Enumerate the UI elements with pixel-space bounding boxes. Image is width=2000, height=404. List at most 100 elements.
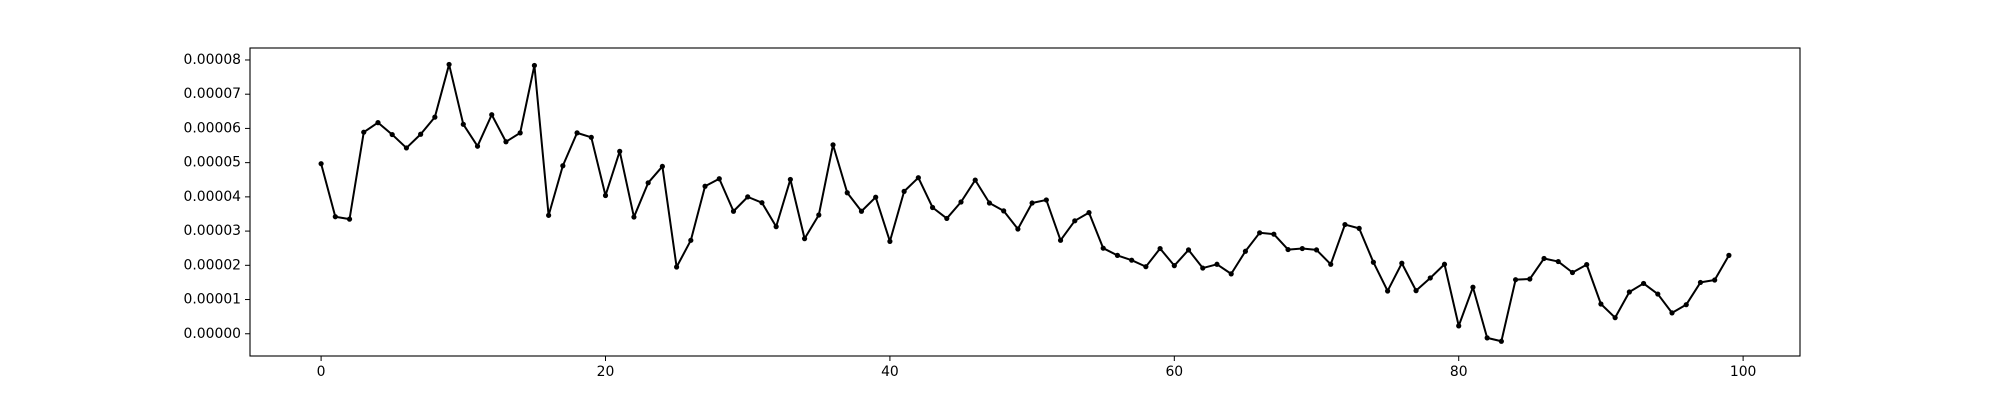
data-point: [1299, 245, 1305, 252]
data-point: [1313, 247, 1320, 253]
data-point: [1697, 279, 1704, 286]
data-point: [929, 204, 936, 211]
data-point: [560, 163, 566, 169]
data-point: [1626, 289, 1632, 295]
data-point: [375, 120, 381, 126]
data-point: [1001, 208, 1007, 214]
data-point: [602, 192, 609, 199]
y-tick-label: 0.00003: [184, 223, 241, 239]
data-point: [1200, 265, 1206, 271]
data-point: [1271, 231, 1277, 237]
data-point: [801, 236, 808, 242]
data-point: [1640, 280, 1647, 287]
data-point: [346, 216, 353, 222]
data-point: [1228, 271, 1234, 277]
data-point: [1043, 197, 1049, 203]
data-point: [318, 161, 324, 167]
y-axis: 0.00000 0.00001 0.00002 0.00003 0.00004 0.000…: [184, 52, 250, 342]
data-point: [446, 61, 452, 68]
data-point: [1171, 263, 1177, 269]
y-tick-label: 0.00004: [184, 189, 242, 205]
data-point: [688, 237, 694, 243]
data-point: [972, 177, 978, 183]
data-point: [1370, 259, 1376, 265]
data-point: [645, 180, 651, 186]
data-point: [1726, 252, 1732, 258]
data-point: [887, 238, 893, 244]
data-point: [1584, 262, 1590, 268]
data-point: [1655, 291, 1661, 297]
data-point: [1399, 260, 1405, 266]
series-line: [320, 63, 1730, 343]
data-point: [1413, 288, 1419, 294]
data-point: [631, 214, 637, 220]
y-tick-label: 0.00006: [184, 120, 241, 136]
y-tick-label: 0.00000: [184, 326, 241, 342]
data-point: [1072, 218, 1078, 224]
x-tick-label: 80: [1450, 364, 1468, 380]
data-point: [1257, 230, 1263, 236]
data-point: [1100, 245, 1106, 251]
data-point: [1441, 261, 1448, 267]
data-point: [915, 175, 921, 181]
data-point: [418, 131, 424, 137]
data-point: [1143, 264, 1149, 270]
data-point: [1185, 247, 1192, 253]
y-tick-label: 0.00007: [184, 86, 241, 102]
data-point: [361, 129, 367, 135]
data-point: [830, 142, 836, 148]
y-tick-label: 0.00008: [184, 52, 241, 68]
data-point: [1285, 246, 1291, 253]
data-point: [1683, 302, 1689, 308]
data-point: [1385, 288, 1391, 294]
data-point: [787, 176, 793, 183]
data-point: [517, 130, 523, 136]
data-point: [858, 208, 865, 214]
data-point: [1569, 269, 1576, 276]
data-point: [1484, 335, 1490, 341]
data-point: [574, 130, 580, 136]
data-point: [389, 131, 395, 138]
data-point: [730, 208, 737, 214]
x-tick-label: 0: [317, 364, 326, 380]
data-point: [403, 145, 410, 151]
data-point: [546, 212, 552, 218]
data-point: [503, 139, 509, 145]
data-point: [1427, 275, 1433, 281]
x-tick-label: 20: [597, 364, 615, 380]
data-point: [1612, 315, 1618, 321]
data-point: [1057, 237, 1064, 243]
data-point: [1015, 226, 1021, 232]
data-point: [716, 176, 722, 182]
data-point: [1541, 255, 1547, 262]
y-tick-label: 0.00005: [184, 155, 241, 171]
data-point: [759, 200, 765, 206]
data-point: [659, 163, 665, 170]
data-point: [1555, 258, 1561, 265]
data-point: [901, 188, 907, 194]
data-point: [1129, 257, 1135, 263]
data-point: [1356, 225, 1362, 231]
data-point: [332, 214, 338, 220]
data-point: [1712, 277, 1718, 283]
x-tick-label: 60: [1165, 364, 1183, 380]
data-point: [1029, 200, 1035, 206]
data-point: [1214, 261, 1220, 267]
data-point: [1342, 221, 1348, 228]
data-point: [474, 143, 481, 149]
data-point: [1114, 252, 1121, 258]
x-tick-label: 100: [1730, 364, 1757, 380]
data-point: [674, 264, 680, 270]
data-point: [1598, 301, 1604, 307]
data-point: [460, 121, 466, 127]
data-point: [1328, 261, 1334, 267]
data-point: [844, 190, 850, 196]
plot-frame: [249, 47, 1801, 357]
data-point: [986, 200, 993, 206]
data-point: [1470, 284, 1476, 290]
data-point: [816, 212, 822, 218]
data-point: [1669, 310, 1675, 316]
x-axis: 0 20 40 60 80 100: [317, 356, 1757, 380]
